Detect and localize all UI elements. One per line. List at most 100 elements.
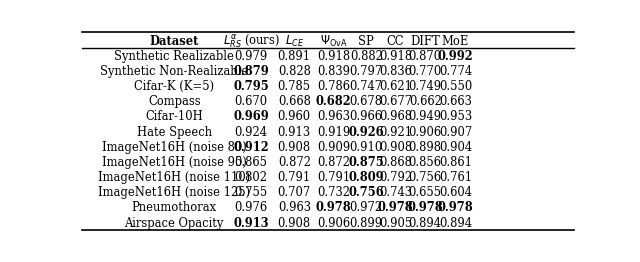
Text: 0.918: 0.918 bbox=[317, 50, 350, 63]
Text: 0.979: 0.979 bbox=[234, 50, 268, 63]
Text: 0.919: 0.919 bbox=[317, 125, 350, 139]
Text: 0.921: 0.921 bbox=[379, 125, 412, 139]
Text: 0.992: 0.992 bbox=[438, 50, 474, 63]
Text: 0.678: 0.678 bbox=[349, 95, 383, 108]
Text: 0.677: 0.677 bbox=[379, 95, 412, 108]
Text: 0.976: 0.976 bbox=[234, 201, 268, 214]
Text: 0.785: 0.785 bbox=[278, 80, 311, 93]
Text: 0.621: 0.621 bbox=[379, 80, 412, 93]
Text: 0.682: 0.682 bbox=[316, 95, 351, 108]
Text: 0.836: 0.836 bbox=[379, 65, 412, 78]
Text: 0.969: 0.969 bbox=[233, 110, 269, 123]
Text: Hate Speech: Hate Speech bbox=[137, 125, 212, 139]
Text: 0.872: 0.872 bbox=[317, 156, 350, 169]
Text: 0.791: 0.791 bbox=[317, 171, 350, 184]
Text: 0.894: 0.894 bbox=[439, 217, 472, 230]
Text: 0.909: 0.909 bbox=[317, 141, 350, 154]
Text: 0.828: 0.828 bbox=[278, 65, 310, 78]
Text: 0.792: 0.792 bbox=[379, 171, 412, 184]
Text: 0.861: 0.861 bbox=[439, 156, 472, 169]
Text: 0.875: 0.875 bbox=[348, 156, 384, 169]
Text: 0.747: 0.747 bbox=[349, 80, 383, 93]
Text: 0.978: 0.978 bbox=[316, 201, 351, 214]
Text: 0.802: 0.802 bbox=[235, 171, 268, 184]
Text: Dataset: Dataset bbox=[150, 35, 199, 47]
Text: 0.755: 0.755 bbox=[234, 186, 268, 199]
Text: $L_{RS}^{\alpha}$ (ours): $L_{RS}^{\alpha}$ (ours) bbox=[223, 32, 280, 50]
Text: 0.918: 0.918 bbox=[379, 50, 412, 63]
Text: 0.978: 0.978 bbox=[438, 201, 474, 214]
Text: 0.894: 0.894 bbox=[409, 217, 442, 230]
Text: 0.872: 0.872 bbox=[278, 156, 311, 169]
Text: CC: CC bbox=[387, 35, 404, 47]
Text: 0.908: 0.908 bbox=[278, 141, 311, 154]
Text: 0.963: 0.963 bbox=[278, 201, 311, 214]
Text: Compass: Compass bbox=[148, 95, 200, 108]
Text: 0.905: 0.905 bbox=[379, 217, 412, 230]
Text: DIFT: DIFT bbox=[410, 35, 440, 47]
Text: 0.960: 0.960 bbox=[278, 110, 311, 123]
Text: 0.907: 0.907 bbox=[439, 125, 472, 139]
Text: 0.655: 0.655 bbox=[409, 186, 442, 199]
Text: 0.906: 0.906 bbox=[409, 125, 442, 139]
Text: 0.791: 0.791 bbox=[278, 171, 311, 184]
Text: 0.786: 0.786 bbox=[317, 80, 350, 93]
Text: 0.910: 0.910 bbox=[349, 141, 383, 154]
Text: 0.879: 0.879 bbox=[233, 65, 269, 78]
Text: 0.906: 0.906 bbox=[317, 217, 350, 230]
Text: 0.904: 0.904 bbox=[439, 141, 472, 154]
Text: 0.913: 0.913 bbox=[234, 217, 269, 230]
Text: 0.668: 0.668 bbox=[278, 95, 310, 108]
Text: 0.795: 0.795 bbox=[233, 80, 269, 93]
Text: ImageNet16H (noise 110): ImageNet16H (noise 110) bbox=[98, 171, 250, 184]
Text: ImageNet16H (noise 125): ImageNet16H (noise 125) bbox=[98, 186, 250, 199]
Text: 0.809: 0.809 bbox=[348, 171, 384, 184]
Text: 0.865: 0.865 bbox=[235, 156, 268, 169]
Text: 0.662: 0.662 bbox=[409, 95, 442, 108]
Text: 0.953: 0.953 bbox=[439, 110, 472, 123]
Text: $L_{CE}$: $L_{CE}$ bbox=[285, 34, 304, 48]
Text: 0.913: 0.913 bbox=[278, 125, 311, 139]
Text: 0.912: 0.912 bbox=[234, 141, 269, 154]
Text: 0.732: 0.732 bbox=[317, 186, 350, 199]
Text: Cifar-K (K=5): Cifar-K (K=5) bbox=[134, 80, 214, 93]
Text: 0.908: 0.908 bbox=[278, 217, 311, 230]
Text: 0.663: 0.663 bbox=[439, 95, 472, 108]
Text: 0.707: 0.707 bbox=[278, 186, 311, 199]
Text: 0.891: 0.891 bbox=[278, 50, 311, 63]
Text: 0.968: 0.968 bbox=[379, 110, 412, 123]
Text: 0.774: 0.774 bbox=[439, 65, 472, 78]
Text: 0.550: 0.550 bbox=[439, 80, 472, 93]
Text: 0.972: 0.972 bbox=[349, 201, 383, 214]
Text: 0.978: 0.978 bbox=[378, 201, 413, 214]
Text: 0.899: 0.899 bbox=[349, 217, 383, 230]
Text: 0.966: 0.966 bbox=[349, 110, 383, 123]
Text: Synthetic Realizable: Synthetic Realizable bbox=[115, 50, 234, 63]
Text: SP: SP bbox=[358, 35, 374, 47]
Text: 0.870: 0.870 bbox=[409, 50, 442, 63]
Text: 0.924: 0.924 bbox=[235, 125, 268, 139]
Text: ImageNet16H (noise 80): ImageNet16H (noise 80) bbox=[102, 141, 246, 154]
Text: 0.856: 0.856 bbox=[409, 156, 442, 169]
Text: Cifar-10H: Cifar-10H bbox=[145, 110, 203, 123]
Text: $\Psi_{\mathrm{OvA}}$: $\Psi_{\mathrm{OvA}}$ bbox=[319, 34, 348, 48]
Text: 0.882: 0.882 bbox=[349, 50, 383, 63]
Text: 0.743: 0.743 bbox=[379, 186, 412, 199]
Text: 0.756: 0.756 bbox=[409, 171, 442, 184]
Text: 0.604: 0.604 bbox=[439, 186, 472, 199]
Text: 0.749: 0.749 bbox=[409, 80, 442, 93]
Text: Airspace Opacity: Airspace Opacity bbox=[125, 217, 224, 230]
Text: 0.898: 0.898 bbox=[409, 141, 442, 154]
Text: 0.978: 0.978 bbox=[407, 201, 443, 214]
Text: 0.839: 0.839 bbox=[317, 65, 350, 78]
Text: 0.908: 0.908 bbox=[379, 141, 412, 154]
Text: MoE: MoE bbox=[442, 35, 469, 47]
Text: 0.670: 0.670 bbox=[234, 95, 268, 108]
Text: 0.756: 0.756 bbox=[348, 186, 384, 199]
Text: 0.926: 0.926 bbox=[348, 125, 384, 139]
Text: 0.770: 0.770 bbox=[408, 65, 442, 78]
Text: 0.949: 0.949 bbox=[409, 110, 442, 123]
Text: Pneumothorax: Pneumothorax bbox=[132, 201, 217, 214]
Text: 0.963: 0.963 bbox=[317, 110, 350, 123]
Text: 0.797: 0.797 bbox=[349, 65, 383, 78]
